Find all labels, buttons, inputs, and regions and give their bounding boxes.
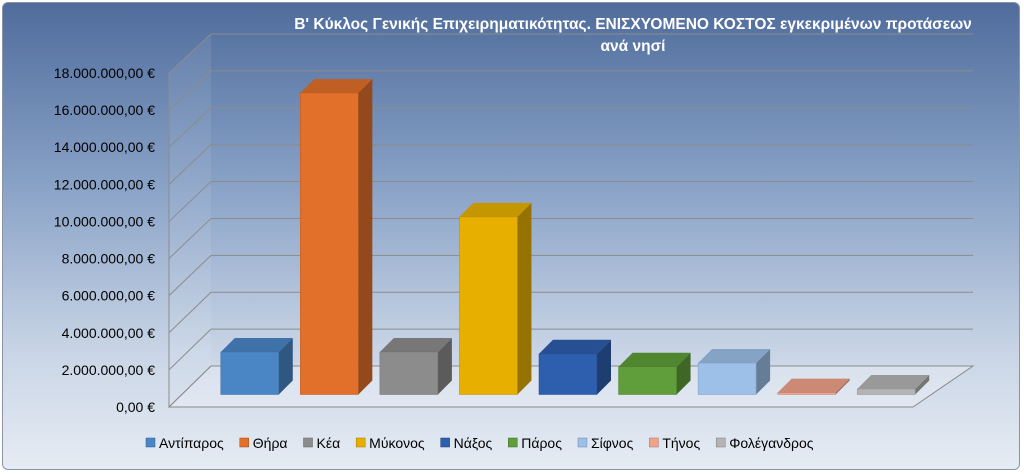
legend-label: Κέα (317, 435, 341, 451)
chart-title-line1: Β' Κύκλος Γενικής Επιχειρηματικότητας. Ε… (294, 16, 972, 33)
legend-item: Κέα (303, 435, 341, 451)
gridline-side (168, 328, 212, 371)
legend-label: Σίφνος (591, 435, 634, 451)
bar-side (358, 78, 373, 395)
bar-top (618, 352, 691, 367)
bar-6 (618, 352, 691, 395)
y-tick-label: 12.000.000,00 € (54, 176, 155, 192)
legend-label: Φολέγανδρος (729, 435, 814, 451)
legend-label: Μύκονος (369, 435, 425, 451)
bar-front (220, 351, 280, 395)
chart-title-line2: ανά νησί (601, 38, 666, 55)
gridline-side (168, 365, 212, 408)
bar-1 (220, 337, 293, 395)
bar-front (379, 351, 439, 395)
bar-side (756, 349, 771, 395)
gridline-side (168, 70, 212, 111)
legend-label: Θήρα (253, 435, 288, 451)
legend-swatch (577, 437, 588, 448)
legend-label: Αντίπαρος (159, 435, 224, 451)
bar-side (597, 339, 611, 395)
legend-item: Τήνος (649, 435, 700, 451)
bar-side (517, 202, 532, 395)
legend-swatch (303, 437, 313, 448)
y-tick-label: 14.000.000,00 € (54, 139, 155, 155)
bar-2 (300, 78, 373, 395)
y-tick-label: 18.000.000,00 € (54, 65, 155, 81)
bar-side (676, 352, 691, 395)
legend: Αντίπαρος Θήρα Κέα Μύκονος Νάξος Πάρος Σίφνος Τ… (145, 435, 814, 451)
legend-swatch (355, 437, 366, 448)
legend-item: Θήρα (239, 435, 288, 451)
bar-top (300, 78, 373, 93)
bar-5 (538, 339, 611, 395)
bar-front (777, 392, 836, 395)
bar-side (835, 378, 850, 395)
bar-8 (777, 378, 850, 395)
legend-label: Πάρος (521, 435, 562, 451)
gridline-side (168, 291, 212, 334)
bar-top (459, 202, 532, 217)
bar-3 (379, 337, 452, 395)
y-tick-label: 8.000.000,00 € (62, 251, 156, 267)
legend-item: Μύκονος (355, 435, 425, 451)
gridline-side (168, 218, 212, 259)
bar-side (437, 337, 452, 395)
legend-swatch (440, 437, 450, 448)
legend-swatch (649, 437, 659, 448)
y-tick-label: 6.000.000,00 € (62, 288, 156, 304)
bar-front (697, 362, 757, 395)
bar-7 (697, 349, 771, 395)
bar-front (459, 216, 518, 395)
y-tick-label: 4.000.000,00 € (62, 325, 156, 341)
legend-item: Φολέγανδρος (715, 435, 814, 451)
y-tick-label: 2.000.000,00 € (62, 362, 156, 378)
bar-side (278, 337, 293, 395)
bar-4 (459, 202, 532, 395)
legend-swatch (145, 437, 156, 448)
gridline-side (168, 107, 212, 148)
bar-front (618, 366, 677, 395)
bar-top (777, 378, 850, 393)
bar-9 (856, 374, 930, 395)
legend-item: Πάρος (508, 435, 562, 451)
chart-svg: Β' Κύκλος Γενικής Επιχειρηματικότητας. Ε… (54, 16, 975, 451)
legend-item: Σίφνος (577, 435, 634, 451)
legend-swatch (239, 437, 250, 448)
legend-swatch (715, 437, 726, 448)
y-axis-ticks: 0,00 € 2.000.000,00 € 4.000.000,00 € 6.000.… (54, 65, 155, 415)
legend-item: Αντίπαρος (145, 435, 224, 451)
y-tick-label: 10.000.000,00 € (54, 213, 155, 229)
y-tick-label: 16.000.000,00 € (54, 102, 155, 118)
y-tick-label: 0,00 € (116, 399, 155, 415)
bar-front (856, 388, 916, 395)
bar-top (220, 337, 293, 352)
legend-swatch (508, 437, 518, 448)
bar-top (379, 337, 452, 352)
gridline-side (168, 254, 212, 297)
bar-top (698, 349, 771, 364)
bar-top (857, 374, 930, 389)
legend-label: Τήνος (662, 435, 700, 451)
bar-top (539, 339, 611, 354)
bar-front (300, 92, 359, 395)
gridline-side (168, 181, 212, 222)
gridline-side (168, 33, 212, 74)
gridline-side (168, 144, 212, 185)
bar-side (915, 374, 930, 395)
chart-side-wall (169, 34, 211, 407)
bar-front (538, 353, 598, 395)
legend-item: Νάξος (440, 435, 493, 451)
legend-label: Νάξος (454, 435, 493, 451)
bars (220, 78, 930, 395)
